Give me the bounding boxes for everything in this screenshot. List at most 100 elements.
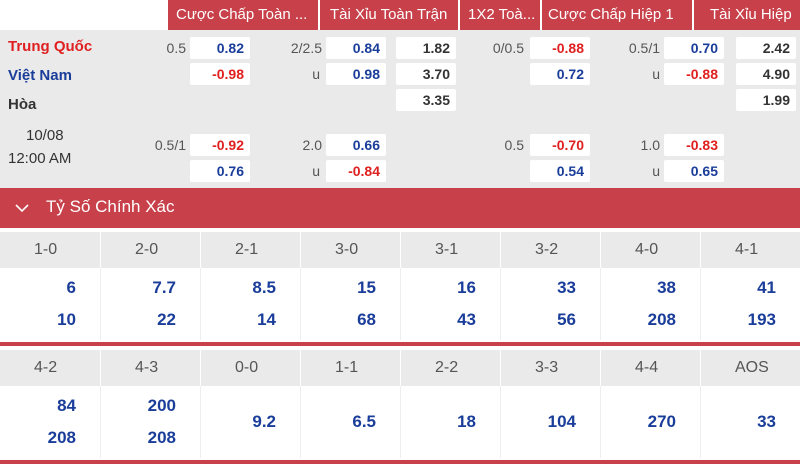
chevron-down-icon[interactable] [12, 188, 32, 228]
odds-header: Cược Chấp Toàn ... Tài Xỉu Toàn Trận 1X2… [0, 0, 800, 30]
odds-single[interactable]: 270 [647, 412, 676, 431]
score-odds-cell: 6 10 [0, 268, 100, 340]
score-odds-cell: 84 208 [0, 386, 100, 458]
odds-cell[interactable]: -0.83 [664, 134, 724, 156]
score-odds-cell: 200 208 [100, 386, 200, 458]
score-odds-cell: 270 [600, 386, 700, 458]
score-odds-cell: 8.5 14 [200, 268, 300, 340]
draw-label: Hòa [8, 96, 37, 113]
odds-away[interactable]: 22 [157, 310, 176, 329]
over-under-line: 2/2.5 [290, 40, 322, 56]
score-label: 3-3 [500, 350, 600, 386]
odds-away[interactable]: 193 [747, 310, 776, 329]
header-over-under-full: Tài Xỉu Toàn Trận [320, 0, 458, 30]
odds-cell[interactable]: 0.72 [530, 63, 590, 85]
odds-home[interactable]: 41 [757, 278, 776, 297]
odds-cell[interactable]: 3.35 [396, 89, 456, 111]
score-label: 0-0 [200, 350, 300, 386]
odds-home[interactable]: 15 [357, 278, 376, 297]
odds-home[interactable]: 84 [57, 396, 76, 415]
handicap-line: 0.5/1 [154, 137, 186, 153]
score-odds-cell: 7.7 22 [100, 268, 200, 340]
score-label: 3-1 [400, 232, 500, 268]
odds-home[interactable]: 8.5 [252, 278, 276, 297]
odds-away[interactable]: 14 [257, 310, 276, 329]
odds-cell[interactable]: 0.54 [530, 160, 590, 182]
odds-single[interactable]: 18 [457, 412, 476, 431]
score-odds-row: 6 10 7.7 22 8.5 14 15 68 16 43 33 56 38 … [0, 268, 800, 340]
score-labels-row: 1-0 2-0 2-1 3-0 3-1 3-2 4-0 4-1 [0, 232, 800, 268]
team-away-name: Việt Nam [8, 67, 72, 84]
score-label: 3-2 [500, 232, 600, 268]
score-label: 2-1 [200, 232, 300, 268]
odds-cell[interactable]: 1.99 [736, 89, 796, 111]
correct-score-header[interactable]: Tỷ Số Chính Xác [0, 188, 800, 228]
over-under-line: 2.0 [302, 137, 322, 153]
odds-single[interactable]: 33 [757, 412, 776, 431]
odds-home[interactable]: 16 [457, 278, 476, 297]
odds-away[interactable]: 208 [647, 310, 676, 329]
score-odds-cell: 33 56 [500, 268, 600, 340]
under-label: u [312, 163, 320, 179]
odds-cell[interactable]: 0.82 [190, 37, 250, 59]
score-label: 4-0 [600, 232, 700, 268]
odds-cell[interactable]: 0.66 [326, 134, 386, 156]
score-odds-cell: 33 [700, 386, 800, 458]
score-odds-cell: 38 208 [600, 268, 700, 340]
odds-cell[interactable]: 0.65 [664, 160, 724, 182]
score-label: 4-3 [100, 350, 200, 386]
header-over-under-half: Tài Xỉu Hiệp [694, 0, 800, 30]
score-odds-cell: 16 43 [400, 268, 500, 340]
header-1x2-full: 1X2 Toà... [460, 0, 540, 30]
handicap-line: 0.5 [504, 137, 524, 153]
odds-cell[interactable]: -0.84 [326, 160, 386, 182]
odds-cell[interactable]: 2.42 [736, 37, 796, 59]
score-odds-cell: 15 68 [300, 268, 400, 340]
odds-cell[interactable]: 0.84 [326, 37, 386, 59]
score-labels-row: 4-2 4-3 0-0 1-1 2-2 3-3 4-4 AOS [0, 350, 800, 386]
under-label: u [652, 66, 660, 82]
score-label: AOS [700, 350, 800, 386]
score-label: 2-0 [100, 232, 200, 268]
odds-cell[interactable]: -0.70 [530, 134, 590, 156]
odds-away[interactable]: 43 [457, 310, 476, 329]
odds-single[interactable]: 104 [547, 412, 576, 431]
score-odds-row: 84 208 200 208 9.2 6.5 18 104 270 33 [0, 386, 800, 458]
header-handicap-full: Cược Chấp Toàn ... [168, 0, 318, 30]
handicap-line: 0.5 [166, 40, 186, 56]
odds-cell[interactable]: 1.82 [396, 37, 456, 59]
odds-home[interactable]: 6 [66, 278, 76, 297]
odds-cell[interactable]: -0.88 [530, 37, 590, 59]
odds-cell[interactable]: -0.92 [190, 134, 250, 156]
odds-cell[interactable]: 3.70 [396, 63, 456, 85]
odds-cell[interactable]: 0.70 [664, 37, 724, 59]
match-date: 10/08 [26, 127, 64, 144]
bottom-divider [0, 460, 800, 464]
over-under-line: 1.0 [640, 137, 660, 153]
odds-cell[interactable]: 0.76 [190, 160, 250, 182]
odds-away[interactable]: 68 [357, 310, 376, 329]
odds-single[interactable]: 9.2 [252, 412, 276, 431]
score-odds-cell: 18 [400, 386, 500, 458]
odds-home[interactable]: 33 [557, 278, 576, 297]
odds-home[interactable]: 38 [657, 278, 676, 297]
odds-single[interactable]: 6.5 [352, 412, 376, 431]
odds-cell[interactable]: 0.98 [326, 63, 386, 85]
score-odds-cell: 9.2 [200, 386, 300, 458]
under-label: u [312, 66, 320, 82]
odds-cell[interactable]: 4.90 [736, 63, 796, 85]
odds-cell[interactable]: -0.98 [190, 63, 250, 85]
odds-home[interactable]: 7.7 [152, 278, 176, 297]
score-odds-cell: 104 [500, 386, 600, 458]
odds-cell[interactable]: -0.88 [664, 63, 724, 85]
odds-away[interactable]: 10 [57, 310, 76, 329]
score-label: 4-2 [34, 359, 58, 376]
score-label: 1-0 [34, 241, 58, 258]
odds-home[interactable]: 200 [147, 396, 176, 415]
odds-away[interactable]: 56 [557, 310, 576, 329]
odds-away[interactable]: 208 [47, 428, 76, 447]
odds-away[interactable]: 208 [147, 428, 176, 447]
score-odds-cell: 41 193 [700, 268, 800, 340]
odds-panel: Trung Quốc Việt Nam Hòa 10/08 12:00 AM 0… [0, 30, 800, 188]
header-handicap-half: Cược Chấp Hiệp 1 [542, 0, 692, 30]
